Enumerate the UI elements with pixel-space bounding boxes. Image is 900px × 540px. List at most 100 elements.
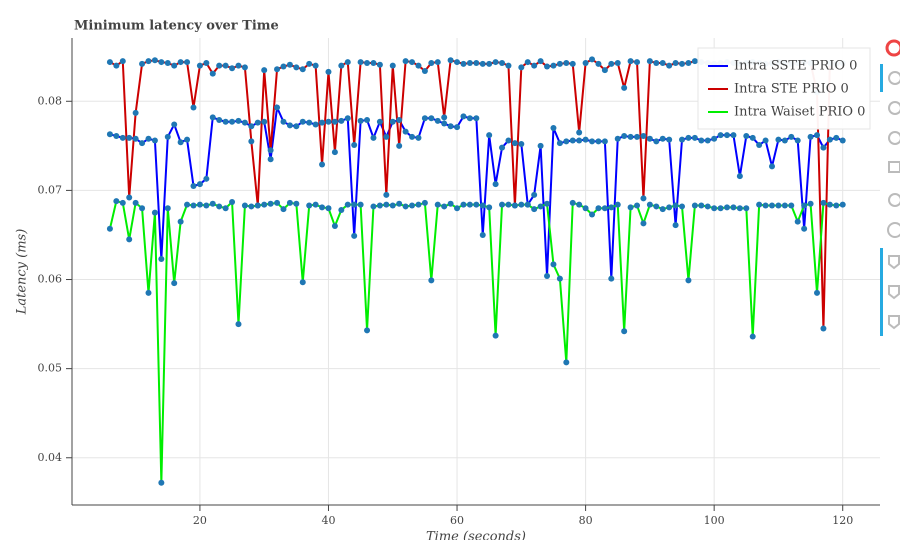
data-point xyxy=(241,119,248,126)
data-point xyxy=(807,133,814,140)
data-point xyxy=(396,200,403,207)
data-point xyxy=(344,59,351,66)
data-point xyxy=(190,202,197,209)
data-point xyxy=(370,59,377,66)
data-point xyxy=(312,201,319,208)
data-point xyxy=(267,200,274,207)
data-point xyxy=(544,200,551,207)
legend-label: Intra STE PRIO 0 xyxy=(734,82,849,97)
data-point xyxy=(582,136,589,143)
data-point xyxy=(550,125,557,132)
data-point xyxy=(582,205,589,212)
data-point xyxy=(473,115,480,122)
hover-icon[interactable] xyxy=(888,315,900,330)
data-point xyxy=(556,60,563,67)
data-point xyxy=(646,135,653,142)
data-point xyxy=(351,232,358,239)
zoom-icon[interactable] xyxy=(888,101,900,115)
data-point xyxy=(454,205,461,212)
data-point xyxy=(814,289,821,296)
data-point xyxy=(499,144,506,151)
data-point xyxy=(601,67,608,74)
data-point xyxy=(736,205,743,212)
data-point xyxy=(801,225,808,232)
data-point xyxy=(524,59,531,66)
data-point xyxy=(235,117,242,124)
data-point xyxy=(711,205,718,212)
data-point xyxy=(119,134,126,141)
data-point xyxy=(775,202,782,209)
data-point xyxy=(685,277,692,284)
data-point xyxy=(518,64,525,71)
data-point xyxy=(762,137,769,144)
data-point xyxy=(505,62,512,69)
data-point xyxy=(113,133,120,140)
data-point xyxy=(351,201,358,208)
data-point xyxy=(357,117,364,124)
data-point xyxy=(801,202,808,209)
data-point xyxy=(312,62,319,69)
data-point xyxy=(466,201,473,208)
data-point xyxy=(788,202,795,209)
data-point xyxy=(196,201,203,208)
data-point xyxy=(274,199,281,206)
data-point xyxy=(338,62,345,69)
data-point xyxy=(653,203,660,210)
toolbar[interactable] xyxy=(880,39,900,336)
data-point xyxy=(621,84,628,91)
pan-icon[interactable] xyxy=(888,71,900,85)
data-point xyxy=(820,199,827,206)
wheel-zoom-icon[interactable] xyxy=(888,131,900,145)
chart-title: Minimum latency over Time xyxy=(74,19,279,34)
data-point xyxy=(235,62,242,69)
data-point xyxy=(209,200,216,207)
data-point xyxy=(653,138,660,145)
data-point xyxy=(537,203,544,210)
data-point xyxy=(132,109,139,116)
data-point xyxy=(428,59,435,66)
data-point xyxy=(743,205,750,212)
data-point xyxy=(428,277,435,284)
data-point xyxy=(274,104,281,111)
data-point xyxy=(544,272,551,279)
data-point xyxy=(736,173,743,180)
data-point xyxy=(724,204,731,211)
data-point xyxy=(685,59,692,66)
save-icon[interactable] xyxy=(888,161,900,173)
data-point xyxy=(460,113,467,120)
data-point xyxy=(254,119,261,126)
data-point xyxy=(563,59,570,66)
data-point xyxy=(473,59,480,66)
data-point xyxy=(441,120,448,127)
hover-icon[interactable] xyxy=(888,255,900,270)
data-point xyxy=(499,59,506,66)
data-point xyxy=(531,206,538,213)
reset-icon[interactable] xyxy=(888,193,900,207)
data-point xyxy=(415,201,422,208)
y-tick-label: 0.07 xyxy=(38,183,63,196)
data-point xyxy=(293,123,300,130)
data-point xyxy=(177,139,184,146)
data-point xyxy=(537,142,544,149)
help-icon[interactable] xyxy=(887,222,900,238)
data-point xyxy=(158,479,165,486)
data-point xyxy=(717,205,724,212)
data-point xyxy=(640,195,647,202)
data-point xyxy=(704,137,711,144)
logo-icon[interactable] xyxy=(885,39,900,57)
data-point xyxy=(151,57,158,64)
data-point xyxy=(119,58,126,65)
data-point xyxy=(608,204,615,211)
data-point xyxy=(685,134,692,141)
data-point xyxy=(196,62,203,69)
data-point xyxy=(235,321,242,328)
hover-icon[interactable] xyxy=(888,285,900,300)
data-point xyxy=(589,138,596,145)
data-point xyxy=(222,205,229,212)
data-point xyxy=(126,134,133,141)
data-point xyxy=(331,149,338,156)
data-point xyxy=(421,67,428,74)
x-tick-label: 60 xyxy=(450,514,464,527)
x-tick-label: 40 xyxy=(321,514,335,527)
data-point xyxy=(640,220,647,227)
